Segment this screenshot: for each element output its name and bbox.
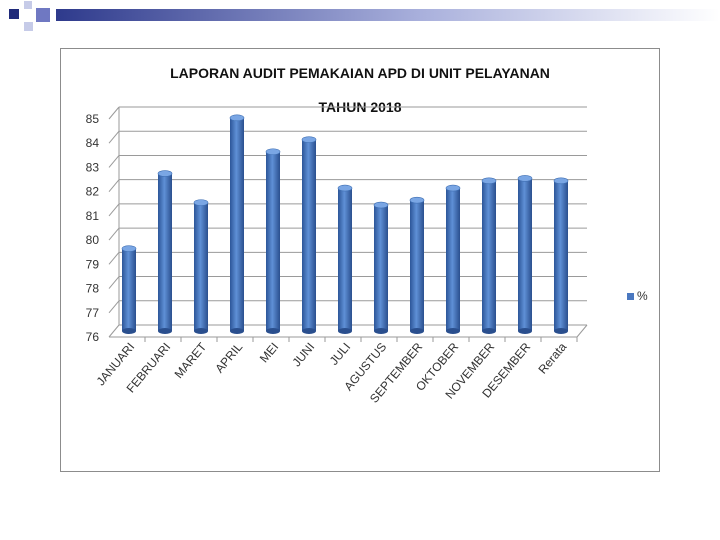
decor-square-light-2	[24, 22, 33, 31]
x-tick-label: MARET	[172, 339, 210, 381]
bar-12	[553, 177, 569, 334]
gridline-side	[108, 300, 120, 314]
bar-10	[481, 177, 497, 334]
bar-base	[518, 328, 532, 334]
floor-edge	[576, 324, 588, 338]
x-tick-label: APRIL	[212, 340, 245, 376]
decor-square-light	[24, 1, 32, 9]
bar-6	[337, 184, 353, 334]
bar-base	[338, 328, 352, 334]
bar-body	[230, 117, 244, 331]
bar-cap	[409, 196, 425, 204]
bar-9	[445, 184, 461, 334]
bar-0	[121, 245, 137, 334]
bar-chart: 76777879808182838485JANUARIFEBRUARIMARET…	[86, 106, 648, 406]
bar-body	[374, 205, 388, 331]
y-tick-label: 80	[86, 233, 100, 247]
bar-body	[302, 139, 316, 331]
bar-body	[122, 248, 136, 331]
chart-title: LAPORAN AUDIT PEMAKAIAN APD DI UNIT PELA…	[170, 65, 550, 81]
y-tick-label: 77	[86, 306, 100, 320]
bar-body	[194, 202, 208, 331]
y-tick-label: 85	[86, 112, 100, 126]
gridline-side	[108, 106, 120, 120]
y-tick-label: 82	[86, 185, 100, 199]
slide-decoration	[9, 1, 720, 31]
bar-8	[409, 196, 425, 334]
bar-cap	[193, 199, 209, 206]
bar-3	[229, 114, 245, 334]
y-tick-label: 78	[86, 282, 100, 296]
bar-cap	[229, 114, 245, 122]
decor-gradient-bar	[56, 9, 720, 21]
bar-5	[301, 136, 317, 334]
bar-body	[518, 178, 532, 331]
y-tick-label: 84	[86, 136, 100, 150]
bar-cap	[517, 175, 533, 182]
x-tick-label: Rerata	[535, 340, 569, 377]
legend-swatch	[627, 293, 634, 300]
bar-base	[482, 328, 496, 334]
bar-base	[194, 328, 208, 334]
y-tick-label: 81	[86, 209, 100, 223]
legend-label: %	[637, 289, 648, 303]
bar-body	[482, 180, 496, 331]
bar-body	[338, 188, 352, 331]
bar-cap	[265, 148, 281, 156]
bar-cap	[301, 136, 317, 143]
y-tick-label: 76	[86, 330, 100, 344]
bar-base	[302, 328, 316, 334]
bar-cap	[553, 177, 569, 185]
x-tick-label: JULI	[327, 340, 354, 368]
gridline-side	[108, 227, 120, 241]
gridline-side	[108, 276, 120, 289]
bar-cap	[121, 245, 137, 252]
x-tick-label: JUNI	[289, 340, 317, 369]
bar-cap	[481, 177, 497, 185]
bar-body	[410, 200, 424, 331]
bar-body	[266, 151, 280, 331]
bar-base	[446, 328, 460, 334]
bar-base	[122, 328, 136, 334]
bar-cap	[337, 184, 353, 192]
gridline-side	[108, 179, 120, 192]
decor-square-dark	[9, 9, 19, 19]
bar-base	[266, 328, 280, 334]
bar-body	[554, 180, 568, 331]
bar-cap	[157, 170, 173, 177]
bar-1	[157, 170, 173, 334]
bar-cap	[445, 184, 461, 192]
x-tick-label: MEI	[257, 340, 281, 365]
bar-body	[158, 173, 172, 331]
gridline-side	[108, 155, 120, 168]
bar-base	[410, 328, 424, 334]
bar-base	[230, 328, 244, 334]
bar-11	[517, 175, 533, 334]
gridline-side	[108, 203, 120, 217]
bar-base	[554, 328, 568, 334]
gridline-side	[108, 130, 120, 144]
bar-4	[265, 148, 281, 334]
gridline-side	[108, 324, 120, 338]
bar-7	[373, 201, 389, 334]
y-tick-label: 83	[86, 160, 100, 174]
chart-frame: LAPORAN AUDIT PEMAKAIAN APD DI UNIT PELA…	[60, 48, 660, 472]
bar-base	[158, 328, 172, 334]
bar-2	[193, 199, 209, 334]
bar-body	[446, 188, 460, 331]
bar-base	[374, 328, 388, 334]
bar-cap	[373, 201, 389, 209]
gridline-side	[108, 252, 120, 265]
y-tick-label: 79	[86, 257, 100, 271]
decor-square-mid	[36, 8, 50, 22]
